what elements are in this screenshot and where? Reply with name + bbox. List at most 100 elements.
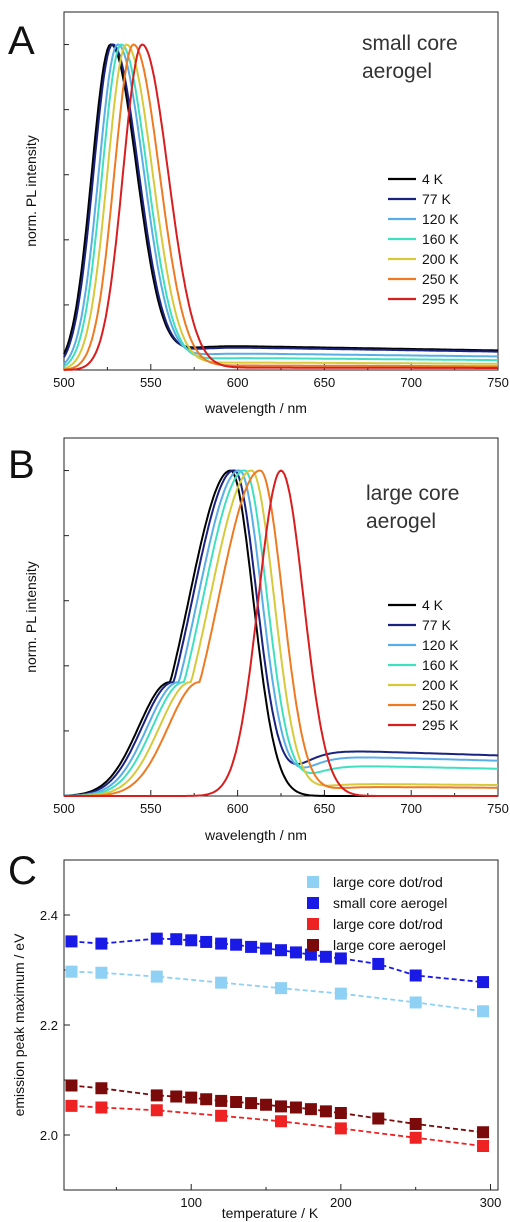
panel-c-data-point <box>245 940 258 953</box>
panel-a-legend-label-2: 120 K <box>422 211 459 227</box>
panel-c-data-point <box>372 957 385 970</box>
panel-c-data-point <box>170 933 183 946</box>
panel-c-x-tick-label: 100 <box>180 1195 202 1210</box>
panel-c-data-point <box>230 938 243 951</box>
panel-c-data-point <box>409 996 422 1009</box>
panel-a-legend-label-0: 4 K <box>422 171 444 187</box>
panel-c-data-point <box>409 1131 422 1144</box>
panel-b-legend-label-2: 120 K <box>422 637 459 653</box>
panel-a-x-tick-label: 600 <box>227 375 249 390</box>
panel-c-data-point <box>150 1104 163 1117</box>
panel-c-fit-line-2 <box>71 1104 484 1147</box>
panel-c-legend-swatch-2 <box>307 918 319 930</box>
panel-c-data-point <box>477 1140 490 1152</box>
panel-b-legend-label-5: 250 K <box>422 697 459 713</box>
panel-a-x-tick-label: 750 <box>487 375 509 390</box>
panel-c-data-point <box>334 1122 347 1135</box>
panel-b-legend-label-4: 200 K <box>422 677 459 693</box>
panel-c-data-point <box>275 944 287 957</box>
panel-c-data-point <box>170 1090 183 1103</box>
panel-c-data-point <box>319 950 332 963</box>
panel-c-data-point <box>150 1089 163 1102</box>
panel-b-annotation-line-1: large core <box>366 482 459 505</box>
panel-c-legend-swatch-1 <box>307 897 319 909</box>
panel-c-x-tick-label: 300 <box>480 1195 502 1210</box>
panel-a-spectra-chart: A small core aerogel wavelength / nm nor… <box>8 11 509 416</box>
panel-b-spectra-chart: B large core aerogel wavelength / nm nor… <box>8 437 509 843</box>
panel-a-x-tick-label: 550 <box>140 375 162 390</box>
panel-a-series-line-4 <box>63 43 498 370</box>
panel-c-data-point <box>150 970 163 983</box>
panel-a-series-line-6 <box>64 43 498 371</box>
panel-c-peak-energy-chart: C temperature / K emission peak maximum … <box>8 849 501 1221</box>
panel-c-data-point <box>230 1096 243 1108</box>
panel-b-series-line-3 <box>64 469 498 797</box>
panel-b-series-line-1 <box>63 469 498 797</box>
panel-c-data-point <box>409 1118 422 1130</box>
panel-b-x-tick-label: 600 <box>227 801 249 816</box>
panel-b-legend-label-6: 295 K <box>422 717 459 733</box>
panel-c-data-point <box>289 1101 302 1114</box>
panel-c-y-axis-label: emission peak maximum / eV <box>11 933 27 1117</box>
panel-c-data-point <box>200 1093 213 1106</box>
panel-c-data-point <box>65 935 78 948</box>
panel-a-legend-label-1: 77 K <box>422 191 451 207</box>
panel-b-legend-label-1: 77 K <box>422 617 451 633</box>
panel-a-series-line-3 <box>63 43 498 368</box>
panel-c-data-point <box>275 982 287 995</box>
panel-a-x-tick-label: 650 <box>314 375 336 390</box>
panel-c-legend-label-1: small core aerogel <box>333 895 447 911</box>
panel-c-data-point <box>477 1126 490 1139</box>
panel-b-series-line-5 <box>64 469 498 797</box>
panel-c-data-point <box>409 969 422 982</box>
panel-c-data-point <box>215 1094 228 1107</box>
panel-b-x-tick-label: 550 <box>140 801 162 816</box>
panel-b-legend-label-3: 160 K <box>422 657 459 673</box>
panel-a-x-axis-label: wavelength / nm <box>204 400 307 416</box>
panel-c-x-axis-label: temperature / K <box>222 1205 319 1221</box>
panel-c-x-tick-label: 200 <box>330 1195 352 1210</box>
panel-a-legend-label-3: 160 K <box>422 231 459 247</box>
panel-c-data-point <box>304 1103 317 1116</box>
panel-c-data-point <box>215 1109 228 1122</box>
panel-c-data-point <box>334 987 347 1000</box>
panel-a-series-line-0 <box>63 43 498 355</box>
panel-c-data-point <box>477 976 490 989</box>
panel-a-annotation-line-1: small core <box>362 32 458 55</box>
panel-c-data-point <box>477 1005 490 1018</box>
panel-b-x-axis-label: wavelength / nm <box>204 827 307 843</box>
panel-c-data-point <box>65 1099 78 1112</box>
panel-c-data-point <box>260 1098 273 1111</box>
panel-b-x-tick-label: 650 <box>314 801 336 816</box>
panel-a-series-line-5 <box>63 43 498 371</box>
panel-c-fit-line-3 <box>71 1084 484 1134</box>
panel-c-data-point <box>260 942 273 955</box>
panel-c-data-point <box>334 1107 347 1119</box>
panel-c-data-point <box>150 932 163 945</box>
panel-c-data-point <box>215 976 228 989</box>
panel-c-data-point <box>289 946 302 959</box>
panel-c-data-point <box>185 934 198 947</box>
panel-c-data-point <box>200 935 213 948</box>
panel-c-data-point <box>185 1091 198 1104</box>
panel-c-data-point <box>95 937 108 950</box>
panel-a-x-tick-label: 700 <box>400 375 422 390</box>
panel-b-x-tick-label: 750 <box>487 801 509 816</box>
panel-b-x-tick-label: 500 <box>53 801 75 816</box>
panel-c-fit-line-0 <box>71 970 484 1013</box>
panel-c-data-point <box>275 1100 287 1113</box>
panel-a-series-line-1 <box>63 43 498 358</box>
panel-c-data-point <box>319 1105 332 1118</box>
panel-b-annotation-line-2: aerogel <box>366 510 436 533</box>
panel-a-x-tick-label: 500 <box>53 375 75 390</box>
panel-c-legend-label-0: large core dot/rod <box>333 874 443 890</box>
panel-b-series-line-2 <box>63 469 499 797</box>
panel-c-data-point <box>95 1082 108 1095</box>
panel-c-data-point <box>65 965 78 978</box>
panel-a-series-line-2 <box>63 43 499 365</box>
panel-c-fit-line-1 <box>71 937 484 983</box>
panel-c-data-point <box>372 1112 385 1125</box>
panel-b-x-tick-label: 700 <box>400 801 422 816</box>
panel-c-legend-label-3: large core aerogel <box>333 937 446 953</box>
